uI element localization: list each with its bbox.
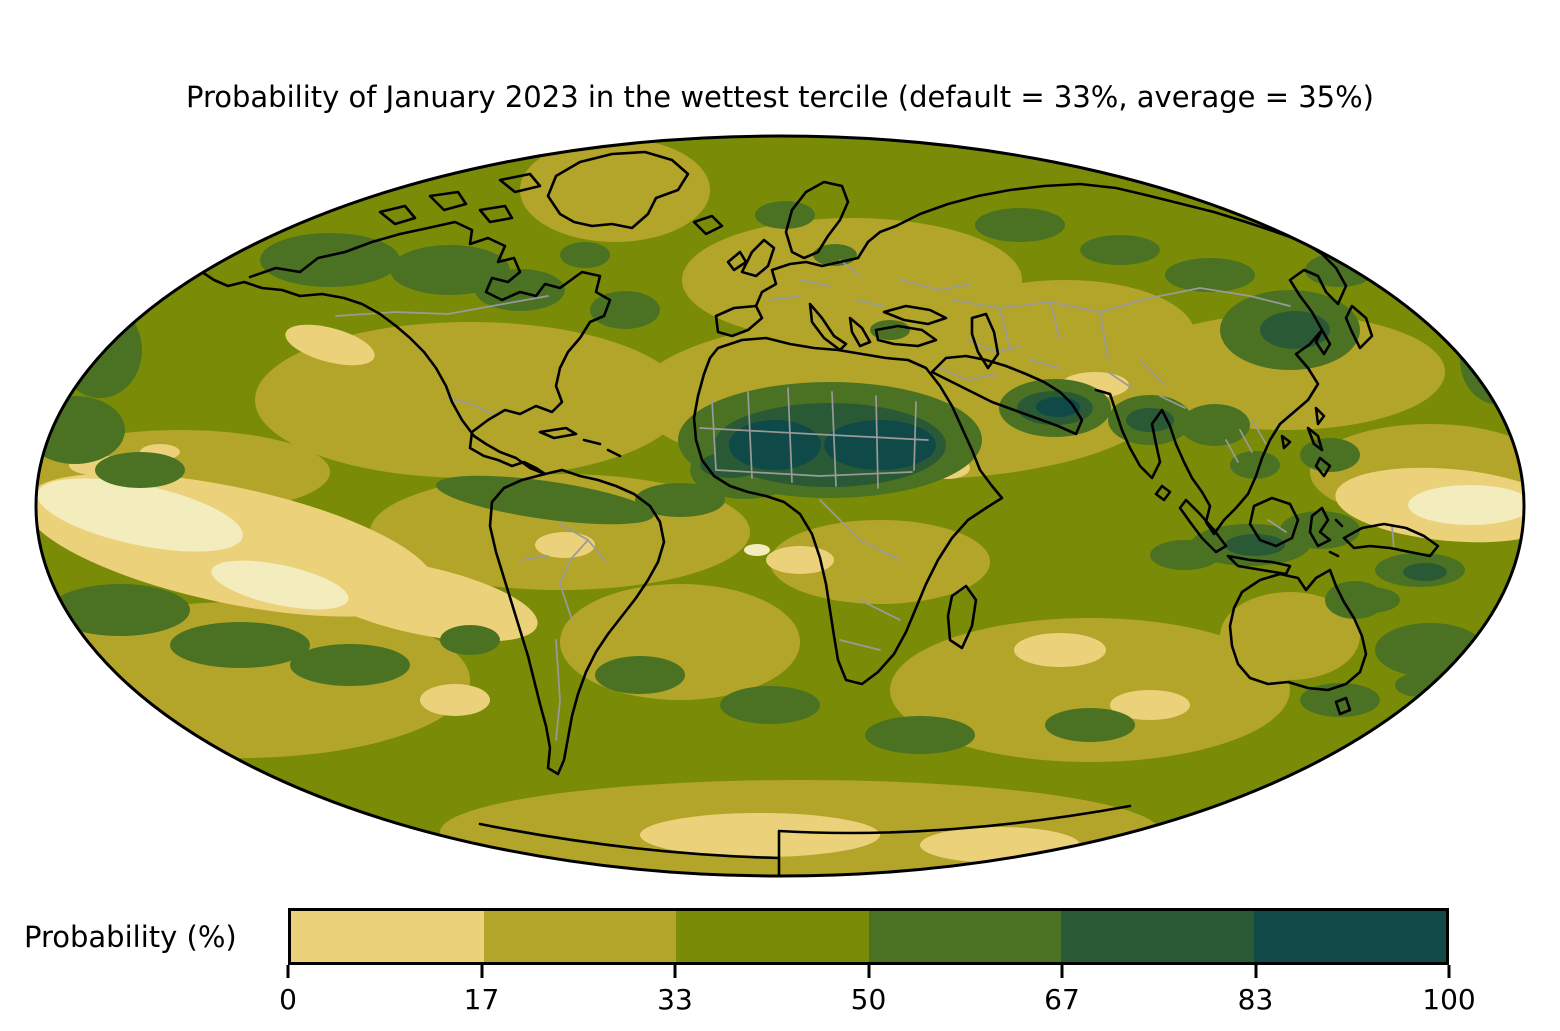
colorbar-segment-83-100 bbox=[1253, 911, 1446, 962]
contour-cream-regions bbox=[37, 458, 1524, 610]
colorbar-segment-67-83 bbox=[1061, 911, 1254, 962]
colorbar-segment-0-17 bbox=[291, 911, 484, 962]
colorbar-segment-50-67 bbox=[868, 911, 1061, 962]
sahel-east-core bbox=[824, 420, 936, 470]
colorbar bbox=[288, 908, 1449, 965]
colorbar-tick-mark bbox=[673, 965, 677, 978]
sahel-west-core bbox=[729, 420, 821, 470]
map-outline bbox=[34, 134, 1526, 878]
colorbar-segments bbox=[291, 911, 1446, 962]
colorbar-tick-label: 50 bbox=[850, 983, 887, 1016]
colorbar-tick-label: 83 bbox=[1237, 983, 1274, 1016]
coastlines bbox=[200, 150, 1454, 876]
contour-khaki-regions bbox=[36, 138, 1524, 876]
colorbar-tick-label: 67 bbox=[1044, 983, 1080, 1016]
colorbar-tick-mark bbox=[1060, 965, 1064, 978]
colorbar-tick-label: 100 bbox=[1422, 983, 1476, 1016]
colorbar-segment-17-33 bbox=[483, 911, 676, 962]
colorbar-tick-label: 33 bbox=[657, 983, 693, 1016]
figure-title: Probability of January 2023 in the wette… bbox=[186, 80, 1374, 114]
contour-fills bbox=[36, 136, 1524, 876]
colorbar-tick-mark bbox=[1254, 965, 1257, 978]
colorbar-label: Probability (%) bbox=[24, 920, 237, 954]
country-borders bbox=[335, 259, 1395, 741]
colorbar-tick-label: 0 bbox=[279, 983, 297, 1016]
colorbar-tick-mark bbox=[286, 965, 290, 978]
colorbar-tick-mark bbox=[480, 965, 483, 978]
colorbar-ticks: 0 17 33 50 67 83 100 bbox=[279, 965, 1476, 1025]
colorbar-tick-label: 17 bbox=[463, 983, 500, 1016]
colorbar-tick-mark bbox=[867, 965, 870, 978]
colorbar-tick-mark bbox=[1447, 965, 1451, 978]
colorbar-segment-33-50 bbox=[676, 911, 869, 962]
